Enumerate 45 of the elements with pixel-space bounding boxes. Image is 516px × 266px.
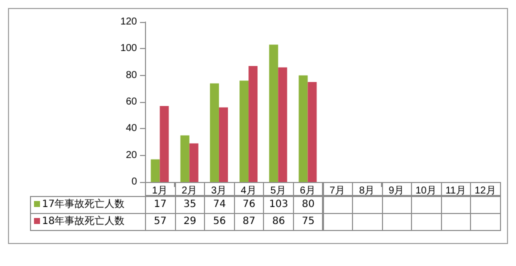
data-label: 35 <box>174 196 206 214</box>
data-label: 17 <box>145 196 176 214</box>
bar <box>189 143 198 182</box>
x-tick-label: 4月 <box>240 186 256 196</box>
x-tick-label: 12月 <box>474 186 496 196</box>
data-label: 75 <box>292 213 324 231</box>
y-tick-label: 20 <box>126 150 138 161</box>
y-tick-label: 40 <box>126 123 138 134</box>
data-label: 76 <box>234 196 264 214</box>
bar <box>160 106 169 182</box>
bar <box>210 83 219 182</box>
legend-label: 17年事故死亡人数 <box>30 196 146 214</box>
data-label: 86 <box>263 213 294 231</box>
bar <box>298 75 308 182</box>
x-tick-label: 8月 <box>359 186 375 196</box>
data-label: 29 <box>174 213 206 231</box>
y-tick-label: 100 <box>120 43 138 54</box>
x-tick-label: 5月 <box>270 186 286 196</box>
x-tick-label: 7月 <box>330 186 346 196</box>
data-label: 87 <box>234 213 264 231</box>
x-tick-label: 2月 <box>182 186 198 196</box>
bar <box>269 44 278 182</box>
x-tick-label: 9月 <box>388 186 404 196</box>
data-label: 80 <box>292 196 324 214</box>
x-tick-label: 11月 <box>445 186 466 196</box>
y-tick-label: 60 <box>126 96 138 108</box>
data-label: 74 <box>204 196 235 214</box>
bar <box>218 107 228 182</box>
legend-label: 18年事故死亡人数 <box>30 213 146 231</box>
x-tick-label: 1月 <box>152 186 168 196</box>
bar <box>248 66 258 182</box>
bar <box>308 82 317 182</box>
data-label: 56 <box>204 213 235 231</box>
data-label: 57 <box>145 213 176 231</box>
bar <box>278 67 288 182</box>
x-tick-label: 6月 <box>300 186 316 196</box>
x-tick-label: 10月 <box>415 186 437 196</box>
bar <box>150 159 160 182</box>
y-tick-label: 0 <box>131 176 138 188</box>
x-tick-label: 3月 <box>211 186 227 196</box>
y-tick-label: 80 <box>126 70 138 81</box>
bar <box>180 135 190 182</box>
bar <box>240 80 249 182</box>
y-tick-label: 120 <box>120 16 138 28</box>
data-label: 103 <box>263 196 294 214</box>
